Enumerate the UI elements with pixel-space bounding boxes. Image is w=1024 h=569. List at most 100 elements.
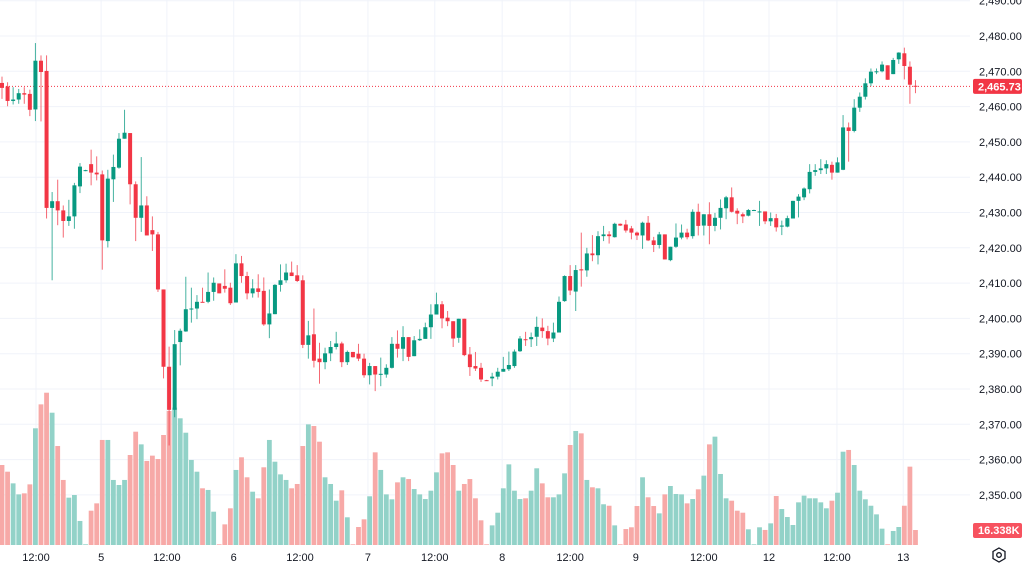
- candle: [300, 275, 305, 349]
- candle: [512, 349, 517, 368]
- candle-body: [389, 343, 394, 368]
- candle-body: [367, 366, 372, 376]
- candle-body: [77, 166, 82, 187]
- candle-body: [206, 291, 211, 302]
- candle: [194, 295, 199, 320]
- candle-body: [194, 301, 199, 309]
- candle-body: [646, 222, 651, 241]
- time-tick-label: 9: [633, 552, 639, 564]
- time-tick-label: 13: [897, 552, 909, 564]
- candle: [763, 211, 768, 225]
- volume-bar: [706, 444, 712, 545]
- candle-body: [874, 71, 879, 73]
- volume-bar: [317, 441, 322, 545]
- candle: [673, 223, 678, 248]
- volume-bar: [840, 451, 846, 545]
- volume-bar: [389, 499, 395, 545]
- candle-body: [139, 205, 144, 218]
- candle: [551, 322, 556, 343]
- candle: [796, 194, 801, 218]
- candle: [89, 149, 94, 186]
- volume-bar: [539, 483, 545, 545]
- volume-bar: [278, 474, 283, 545]
- candle: [228, 282, 233, 305]
- candle: [857, 92, 862, 112]
- candle-body: [16, 93, 21, 100]
- candle: [712, 212, 717, 232]
- candle: [272, 284, 277, 315]
- candle-body: [724, 197, 729, 209]
- candle: [846, 122, 851, 162]
- candle: [701, 214, 706, 236]
- candle: [384, 364, 389, 378]
- candle: [685, 228, 690, 240]
- candle: [306, 320, 311, 359]
- candle: [289, 261, 294, 277]
- candle-body: [852, 107, 857, 131]
- candle: [774, 213, 779, 232]
- volume-bar: [322, 477, 328, 545]
- price-axis[interactable]: 2,490.00 2,480.00 2,470.00 2,460.00 2,450.00…: [979, 0, 1022, 502]
- volume-bar: [668, 486, 673, 545]
- candle: [679, 224, 684, 240]
- volume-bar: [879, 528, 885, 545]
- candle: [868, 68, 873, 87]
- candle: [891, 57, 896, 75]
- candle-body: [133, 184, 138, 218]
- volume-bar: [829, 500, 835, 545]
- candle-body: [523, 339, 528, 341]
- candle-body: [568, 276, 573, 291]
- candle: [907, 61, 912, 104]
- candle-body: [623, 224, 628, 231]
- volume-bar: [188, 459, 194, 545]
- candle-body: [323, 353, 328, 363]
- volume-bar: [857, 490, 863, 545]
- volume-bar: [422, 499, 428, 545]
- candle: [94, 156, 99, 181]
- candle-body: [679, 232, 684, 238]
- candle-body: [512, 351, 517, 367]
- candle-body: [384, 367, 389, 375]
- candle-body: [423, 327, 428, 339]
- candle: [813, 164, 818, 176]
- time-axis[interactable]: 12:00 5 12:00 6 12:00 7 12:00 8 12:00 9 12:00 12 12:…: [22, 552, 909, 564]
- volume-bar: [784, 517, 790, 545]
- time-tick-label: 12:00: [286, 552, 314, 564]
- volume-bar: [556, 494, 562, 545]
- candle: [880, 61, 885, 73]
- candle: [222, 269, 227, 293]
- time-tick-label: 6: [231, 552, 237, 564]
- candle: [261, 277, 266, 326]
- volume-bar: [383, 494, 389, 545]
- last-price-tag: 2,465.73: [973, 78, 1022, 94]
- candle-body: [100, 174, 105, 241]
- candles: [0, 43, 918, 446]
- volume-bar: [495, 512, 501, 545]
- volume-bar: [266, 439, 272, 545]
- candle: [646, 216, 651, 242]
- candle: [61, 205, 66, 238]
- volume-bar: [801, 495, 807, 545]
- settings-gear-icon[interactable]: [990, 546, 1008, 564]
- time-tick-label: 12:00: [556, 552, 584, 564]
- volume-bar: [434, 472, 439, 545]
- candle: [389, 337, 394, 369]
- volume-bar: [584, 479, 590, 545]
- candle: [33, 43, 38, 122]
- candle-body: [5, 86, 10, 101]
- candle-body: [751, 210, 756, 212]
- time-tick-label: 7: [365, 552, 371, 564]
- candle-body: [595, 236, 600, 256]
- candle-body: [601, 234, 606, 237]
- candle-body: [885, 65, 890, 80]
- candle-body: [545, 331, 550, 339]
- candle: [144, 196, 149, 236]
- candle: [367, 362, 372, 385]
- volume-bar: [757, 527, 762, 545]
- candle-body: [256, 288, 261, 292]
- candle-body: [72, 185, 77, 217]
- candle-body: [880, 64, 885, 72]
- candle: [72, 182, 77, 229]
- candle-body: [161, 289, 166, 367]
